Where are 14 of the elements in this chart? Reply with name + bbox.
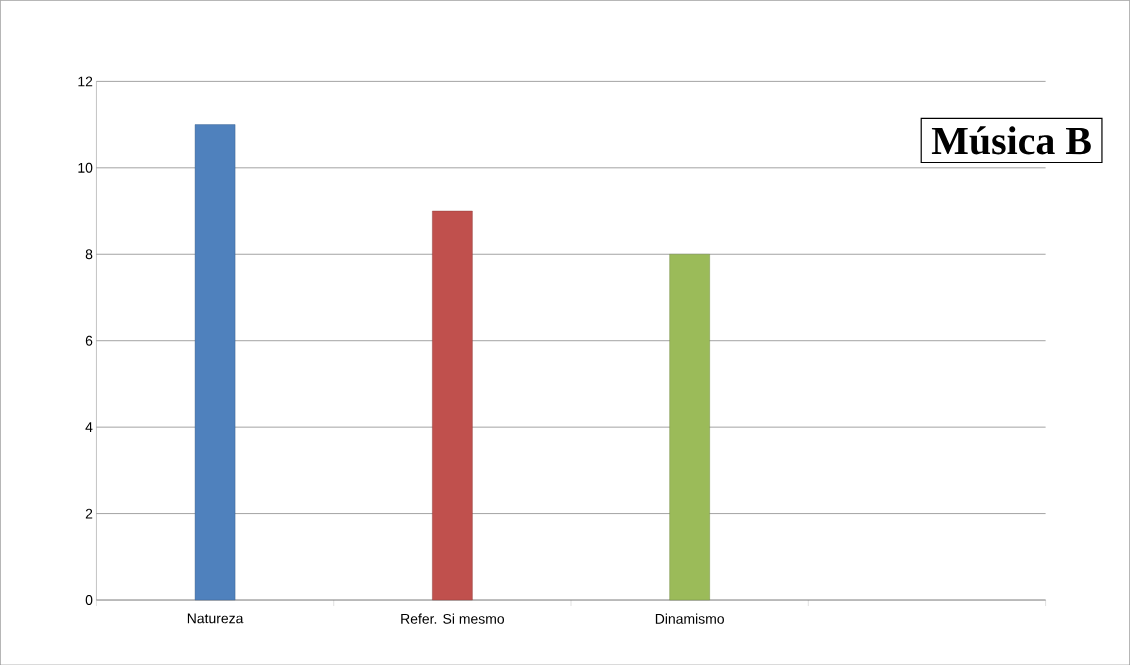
x-tick-label: Natureza xyxy=(187,613,244,624)
y-tick-label: 12 xyxy=(78,76,93,87)
bar xyxy=(432,210,473,601)
x-tick-label: Dinamismo xyxy=(655,613,724,624)
x-tick-label: Refer. Si mesmo xyxy=(401,613,505,624)
text: Música B xyxy=(931,126,1091,155)
bar xyxy=(194,124,236,601)
y-tick-label: 4 xyxy=(85,422,93,432)
bar xyxy=(669,253,710,601)
y-tick-label: 2 xyxy=(85,508,93,519)
y-tick-label: 8 xyxy=(85,249,93,260)
y-tick-label: 0 xyxy=(85,594,93,605)
y-tick-label: 6 xyxy=(85,335,93,346)
y-tick-label: 10 xyxy=(78,162,93,173)
